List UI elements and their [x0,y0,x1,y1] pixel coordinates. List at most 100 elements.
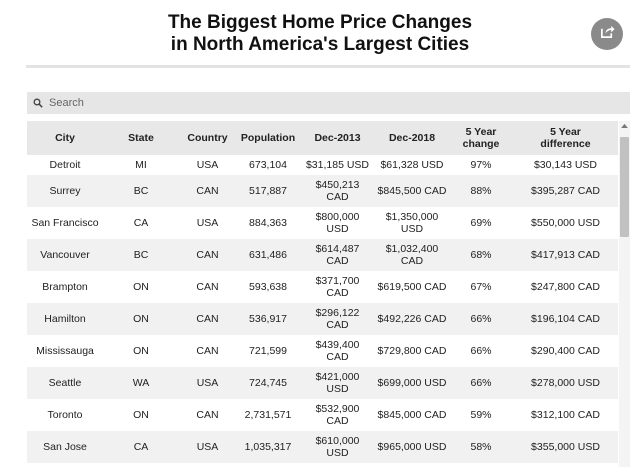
table-row: Surrey BC CAN 517,887 $450,213 CAD $845,500 CA… [27,175,618,207]
table-cell: $492,226 CAD [377,313,447,325]
table-cell: $800,000 USD [315,211,360,235]
table-cell: 58% [470,441,492,453]
table-row: San Jose CA USA 1,035,317 $610,000 USD $965,00… [27,431,618,463]
table-cell: $355,000 USD [531,441,600,453]
table-row: Brampton ON CAN 593,638 $371,700 CAD $619,500 … [27,271,618,303]
chart-title: The Biggest Home Price Changes in North … [0,12,640,56]
table-cell: CAN [196,313,219,325]
column-header[interactable]: 5 Year difference [540,126,591,150]
table-cell: CAN [196,185,219,197]
table-row: Detroit MI USA 673,104 $31,185 USD $61,328 US… [27,155,618,175]
table-cell: $729,800 CAD [377,345,447,357]
table-cell: 536,917 [249,313,287,325]
table-cell: USA [196,217,219,229]
table-cell: USA [196,441,219,453]
scroll-up-arrow-icon[interactable] [619,123,630,131]
table-cell: Toronto [47,409,83,421]
share-button[interactable] [591,18,623,50]
table-cell: 631,486 [249,249,287,261]
table-cell: 884,363 [249,217,287,229]
table-cell: CAN [196,409,219,421]
table-cell: 88% [470,185,492,197]
table-cell: 66% [470,345,492,357]
table-cell: CAN [196,281,219,293]
column-header[interactable]: Dec-2013 [314,132,361,144]
table-cell: $30,143 USD [533,159,598,171]
table-cell: ON [133,313,149,325]
table-cell: Seattle [48,377,82,389]
table-cell: $1,350,000 USD [385,211,439,235]
table-cell: Hamilton [44,313,86,325]
table-cell: 673,104 [249,159,287,171]
column-header[interactable]: 5 Year change [462,126,500,150]
table-cell: CA [133,217,149,229]
table-cell: $296,122 CAD [315,307,360,331]
table-cell: $278,000 USD [531,377,600,389]
column-header[interactable]: Dec-2018 [388,132,436,144]
table-cell: Mississauga [36,345,94,357]
table-cell: WA [132,377,150,389]
table-cell: $395,287 CAD [531,185,600,197]
table-cell: $614,487 CAD [315,243,360,267]
table-cell: 97% [470,159,492,171]
table-cell: Surrey [49,185,81,197]
table-scrollbar[interactable] [619,121,630,467]
table-cell: $61,328 USD [380,159,444,171]
table-cell: 69% [470,217,492,229]
scrollbar-thumb[interactable] [620,137,629,237]
table-cell: BC [133,249,149,261]
table-cell: $439,400 CAD [315,339,360,363]
price-table: City State Country Population Dec-2013 Dec-20… [27,121,618,467]
table-row: Seattle WA USA 724,745 $421,000 USD $699,000 U… [27,367,618,399]
title-line-1: The Biggest Home Price Changes [167,12,473,33]
table-cell: $845,000 CAD [377,409,447,421]
table-cell: $699,000 USD [377,377,447,389]
table-cell: 68% [470,249,492,261]
table-cell: 517,887 [249,185,287,197]
table-cell: 59% [470,409,492,421]
title-line-2: in North America's Largest Cities [170,34,470,55]
table-cell: ON [133,409,149,421]
table-cell: San Jose [43,441,87,453]
table-cell: $196,104 CAD [531,313,600,325]
table-cell: BC [133,185,149,197]
table-row: Mississauga ON CAN 721,599 $439,400 CAD $729,8… [27,335,618,367]
table-row: Toronto ON CAN 2,731,571 $532,900 CAD $845,000… [27,399,618,431]
search-bar[interactable] [27,92,630,114]
table-cell: MI [135,159,147,171]
table-cell: $550,000 USD [531,217,600,229]
table-header-row: City State Country Population Dec-2013 Dec-20… [27,121,618,155]
title-divider [26,65,630,68]
search-input[interactable] [49,97,609,109]
table-cell: $965,000 USD [377,441,447,453]
column-header[interactable]: Country [187,132,228,144]
table-row: Hamilton ON CAN 536,917 $296,122 CAD $492,226 … [27,303,618,335]
table-cell: CA [133,441,149,453]
column-header[interactable]: City [55,132,75,144]
table-cell: $247,800 CAD [531,281,600,293]
table-cell: ON [133,281,149,293]
table-cell: Vancouver [40,249,90,261]
table-cell: ON [133,345,149,357]
table-cell: $312,100 CAD [531,409,600,421]
table-cell: $371,700 CAD [315,275,360,299]
table-cell: $31,185 USD [305,159,370,171]
column-header[interactable]: State [128,132,154,144]
table-cell: Detroit [49,159,81,171]
table-cell: Brampton [42,281,88,293]
table-cell: $290,400 CAD [531,345,600,357]
table-cell: USA [196,377,219,389]
table-body: Detroit MI USA 673,104 $31,185 USD $61,328 US… [27,155,618,463]
share-icon [600,24,615,44]
table-cell: $610,000 USD [315,435,360,459]
table-cell: $1,032,400 CAD [385,243,439,267]
table-cell: 1,035,317 [244,441,292,453]
table-cell: $845,500 CAD [377,185,447,197]
table-cell: CAN [196,345,219,357]
table-cell: $417,913 CAD [531,249,600,261]
table-row: San Francisco CA USA 884,363 $800,000 USD $1,3… [27,207,618,239]
column-header[interactable]: Population [240,132,296,144]
table-cell: 721,599 [249,345,287,357]
table-cell: USA [196,159,219,171]
table-cell: 66% [470,313,492,325]
